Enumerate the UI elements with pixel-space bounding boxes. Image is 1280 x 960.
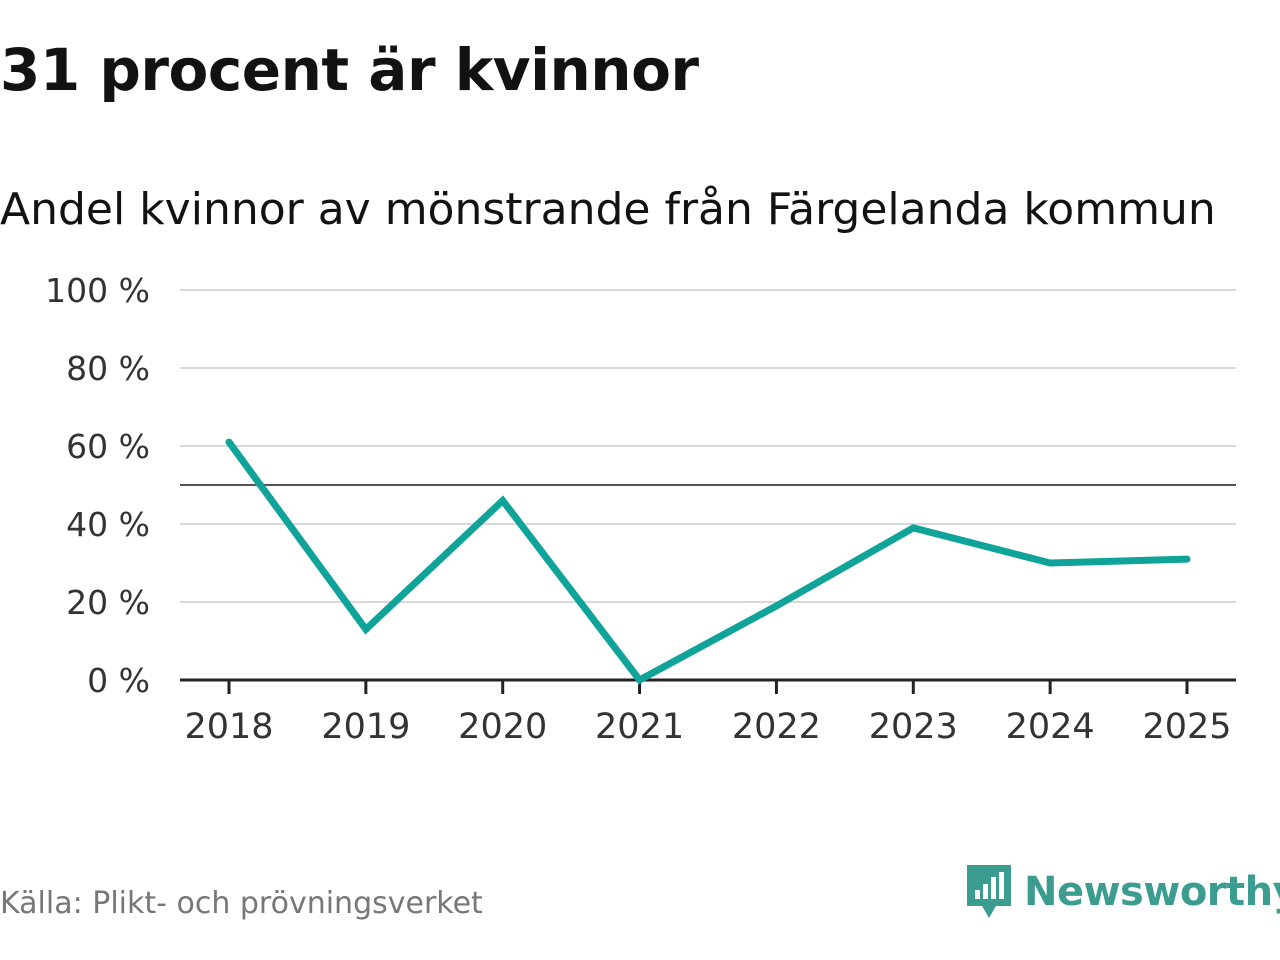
y-tick-label: 80 % xyxy=(66,349,150,388)
y-tick-label: 60 % xyxy=(66,427,150,466)
x-tick-label: 2023 xyxy=(869,707,958,747)
data-point xyxy=(225,438,233,446)
x-tick-label: 2019 xyxy=(321,707,410,747)
data-point xyxy=(636,676,644,684)
data-point xyxy=(499,497,507,505)
brand-logo: Newsworthy xyxy=(964,862,1280,922)
source-note: Källa: Plikt- och prövningsverket xyxy=(0,886,483,921)
y-tick-label: 20 % xyxy=(66,583,150,622)
x-tick-label: 2018 xyxy=(184,707,273,747)
x-tick-label: 2022 xyxy=(732,707,821,747)
y-tick-label: 0 % xyxy=(87,661,150,700)
chart-subtitle: Andel kvinnor av mönstrande från Färgela… xyxy=(0,184,1216,235)
x-tick-label: 2021 xyxy=(595,707,684,747)
data-point xyxy=(1183,555,1191,563)
y-tick-label: 100 % xyxy=(45,271,150,310)
y-tick-label: 40 % xyxy=(66,505,150,544)
newsworthy-logo-icon xyxy=(967,865,1011,918)
x-tick-label: 2025 xyxy=(1142,707,1231,747)
data-point xyxy=(362,625,370,633)
series-line xyxy=(226,440,1188,685)
chart-title: 31 procent är kvinnor xyxy=(0,36,699,104)
data-point xyxy=(772,602,780,610)
data-point xyxy=(1046,559,1054,567)
x-tick-label: 2024 xyxy=(1006,707,1095,747)
data-point xyxy=(909,524,917,532)
brand-name: Newsworthy xyxy=(1024,869,1280,915)
x-tick-label: 2020 xyxy=(458,707,547,747)
